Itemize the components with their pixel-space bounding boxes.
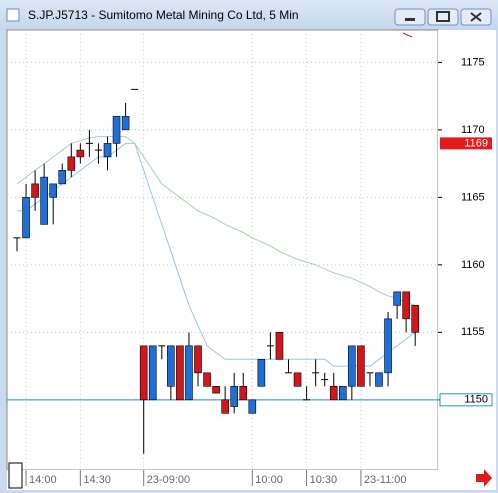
y-tick-label: 1160 <box>461 259 485 271</box>
candle-body <box>375 372 383 387</box>
x-tick-label: 14:30 <box>83 474 111 486</box>
y-tick-label: 1155 <box>461 326 485 338</box>
candle-body <box>139 345 148 401</box>
level-label-box <box>439 393 493 407</box>
y-tick-label: 1175 <box>461 56 485 68</box>
app-icon <box>6 8 20 22</box>
candle-body <box>194 345 202 374</box>
candle-body <box>121 116 130 131</box>
candle-body <box>148 345 157 401</box>
window-title: S.JP.J5713 - Sumitomo Metal Mining Co Lt… <box>28 8 299 22</box>
ma-line <box>16 136 416 306</box>
x-tick-label: 10:00 <box>255 474 283 486</box>
candle-body <box>338 386 347 401</box>
x-tick-label: 23-11:00 <box>364 474 407 486</box>
last-price-label: 1169 <box>464 137 488 149</box>
last-price-box <box>440 137 492 150</box>
x-tick-label: 10:30 <box>310 474 338 486</box>
candle-body <box>67 156 76 171</box>
candle-body <box>329 386 338 401</box>
candle-body <box>31 183 39 198</box>
candle-body <box>49 183 58 198</box>
candle-body <box>221 399 229 414</box>
x-tick-label: 14:00 <box>29 474 57 486</box>
candle-body <box>167 345 175 387</box>
y-tick-label: 1170 <box>461 124 485 136</box>
marker <box>402 32 413 38</box>
candle-body <box>257 359 266 387</box>
candle-body <box>348 345 356 387</box>
level-label: 1150 <box>464 394 488 406</box>
candle-body <box>393 291 401 306</box>
scroll-arrow[interactable] <box>476 469 492 487</box>
close-icon <box>470 12 482 22</box>
candle-body <box>176 345 184 401</box>
candle-body <box>384 318 392 374</box>
candle-body <box>239 386 248 401</box>
candle-body <box>411 305 420 333</box>
candle-body <box>58 170 67 185</box>
corner-box <box>8 462 23 489</box>
candle-body <box>248 399 257 414</box>
candle-body <box>203 372 211 387</box>
candle-body <box>212 386 220 394</box>
x-axis-area <box>7 470 496 490</box>
plot: 1150 1155 1160 1165 1170 1175 14:00 14:30 23-09:… <box>7 30 493 486</box>
candle-body <box>230 386 238 407</box>
minimize-button[interactable] <box>394 8 426 26</box>
candle-body <box>293 372 302 387</box>
maximize-button[interactable] <box>427 8 459 26</box>
candle-body <box>275 332 284 360</box>
candle-body <box>76 149 85 158</box>
candle-body <box>103 143 112 158</box>
candle-body <box>22 197 30 239</box>
candle-body <box>402 291 410 320</box>
candle-body <box>112 116 121 144</box>
minimize-icon <box>405 18 415 21</box>
x-tick-label: 23-09:00 <box>147 474 190 486</box>
candle-body <box>357 345 365 387</box>
maximize-icon <box>436 11 450 22</box>
candle-body <box>40 176 48 225</box>
plot-area <box>6 29 439 471</box>
candle-body <box>185 345 193 401</box>
y-tick-label: 1165 <box>461 191 485 203</box>
